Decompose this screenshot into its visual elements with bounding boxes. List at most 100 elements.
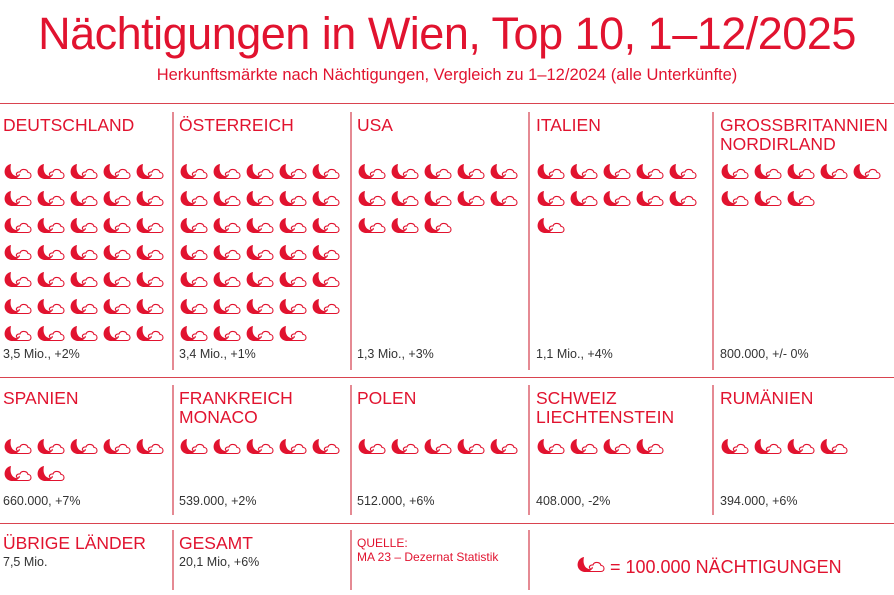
moon-cloud-icon (135, 244, 168, 262)
moon-cloud-icon (179, 190, 212, 208)
moon-cloud-icon (456, 163, 489, 181)
moon-cloud-icon (135, 190, 168, 208)
moon-cloud-icon (245, 325, 278, 343)
moon-cloud-icon (102, 271, 135, 289)
moon-cloud-icon (102, 190, 135, 208)
divider (528, 385, 530, 515)
moon-cloud-icon (69, 163, 102, 181)
icon-group (3, 163, 168, 343)
others-cell: ÜBRIGE LÄNDER 7,5 Mio. (3, 534, 146, 570)
moon-cloud-icon (212, 438, 245, 456)
moon-cloud-icon (753, 438, 786, 456)
country-stat: 539.000, +2% (179, 494, 257, 508)
moon-cloud-icon (536, 190, 569, 208)
country-stat: 1,1 Mio., +4% (536, 347, 613, 361)
country-stat: 800.000, +/- 0% (720, 347, 809, 361)
source-label: QUELLE: (357, 536, 408, 550)
moon-cloud-icon (3, 438, 36, 456)
icon-group (179, 438, 344, 456)
moon-cloud-icon (179, 271, 212, 289)
moon-cloud-icon (36, 244, 69, 262)
moon-cloud-icon (311, 438, 344, 456)
divider (0, 103, 894, 104)
moon-cloud-icon (602, 438, 635, 456)
moon-cloud-icon (69, 438, 102, 456)
moon-cloud-icon (245, 244, 278, 262)
moon-cloud-icon (179, 244, 212, 262)
moon-cloud-icon (36, 271, 69, 289)
moon-cloud-icon (278, 438, 311, 456)
total-label: GESAMT (179, 533, 253, 553)
source-cell: QUELLE: MA 23 – Dezernat Statistik (357, 536, 498, 564)
moon-cloud-icon (278, 271, 311, 289)
moon-cloud-icon (311, 163, 344, 181)
moon-cloud-icon (69, 190, 102, 208)
icon-group (3, 438, 168, 483)
country-stat: 1,3 Mio., +3% (357, 347, 434, 361)
moon-cloud-icon (536, 217, 569, 235)
moon-cloud-icon (179, 325, 212, 343)
moon-cloud-icon (668, 190, 701, 208)
moon-cloud-icon (36, 465, 69, 483)
moon-cloud-icon (135, 217, 168, 235)
moon-cloud-icon (357, 163, 390, 181)
moon-cloud-icon (423, 217, 456, 235)
moon-cloud-icon (3, 271, 36, 289)
moon-cloud-icon (245, 438, 278, 456)
moon-cloud-icon (212, 217, 245, 235)
moon-cloud-icon (36, 190, 69, 208)
moon-cloud-icon (819, 438, 852, 456)
moon-cloud-icon (489, 190, 522, 208)
divider (172, 385, 174, 515)
divider (712, 112, 714, 370)
moon-cloud-icon (245, 190, 278, 208)
moon-cloud-icon (212, 325, 245, 343)
moon-cloud-icon (3, 163, 36, 181)
divider (350, 385, 352, 515)
moon-cloud-icon (456, 438, 489, 456)
moon-cloud-icon (135, 325, 168, 343)
country-stat: 512.000, +6% (357, 494, 435, 508)
moon-cloud-icon (720, 190, 753, 208)
moon-cloud-icon (102, 298, 135, 316)
country-label: FRANKREICH MONACO (179, 388, 293, 427)
source-value: MA 23 – Dezernat Statistik (357, 550, 499, 564)
moon-cloud-icon (69, 325, 102, 343)
moon-cloud-icon (668, 163, 701, 181)
moon-cloud-icon (536, 163, 569, 181)
country-label: ÖSTERREICH (179, 115, 294, 135)
moon-cloud-icon (135, 298, 168, 316)
country-label: DEUTSCHLAND (3, 115, 135, 135)
icon-group (536, 163, 701, 235)
moon-cloud-icon (786, 190, 819, 208)
divider (528, 530, 530, 590)
moon-cloud-icon (311, 190, 344, 208)
moon-cloud-icon (423, 163, 456, 181)
country-label: SCHWEIZ LIECHTENSTEIN (536, 388, 675, 427)
moon-cloud-icon (179, 217, 212, 235)
moon-cloud-icon (489, 438, 522, 456)
moon-cloud-icon (102, 244, 135, 262)
divider (0, 377, 894, 378)
moon-cloud-icon (179, 163, 212, 181)
divider (0, 523, 894, 524)
country-label: GROSSBRITANNIEN NORDIRLAND (720, 115, 888, 154)
divider (172, 112, 174, 370)
moon-cloud-icon (3, 217, 36, 235)
moon-cloud-icon (786, 163, 819, 181)
moon-cloud-icon (423, 190, 456, 208)
moon-cloud-icon (102, 217, 135, 235)
moon-cloud-icon (357, 190, 390, 208)
moon-cloud-icon (278, 217, 311, 235)
country-stat: 3,4 Mio., +1% (179, 347, 256, 361)
moon-cloud-icon (602, 190, 635, 208)
moon-cloud-icon (212, 271, 245, 289)
moon-cloud-icon (357, 217, 390, 235)
moon-cloud-icon (212, 244, 245, 262)
moon-cloud-icon (179, 438, 212, 456)
legend-text: = 100.000 NÄCHTIGUNGEN (610, 557, 842, 577)
moon-cloud-icon (311, 271, 344, 289)
moon-cloud-icon (3, 244, 36, 262)
moon-cloud-icon (390, 217, 423, 235)
moon-cloud-icon (102, 325, 135, 343)
